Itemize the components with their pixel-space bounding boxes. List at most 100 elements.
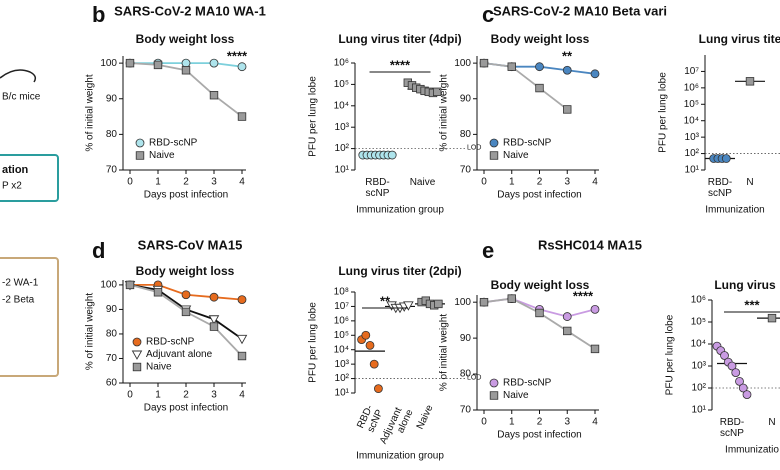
marker — [745, 77, 755, 86]
legend-label: Naive — [149, 150, 175, 161]
fragment: P x2 — [2, 181, 22, 192]
marker — [720, 351, 729, 360]
y-tick-label: 10³ — [685, 132, 700, 143]
y-axis-label: PFU per lung lobe — [665, 314, 676, 395]
marker — [181, 58, 191, 68]
marker — [535, 83, 544, 93]
marker — [590, 69, 600, 79]
marker — [209, 292, 219, 302]
x-tick-label: N — [768, 417, 775, 428]
y-tick-label: 10¹ — [692, 405, 707, 416]
x-tick-label: 1 — [509, 417, 515, 428]
y-tick-label: 10⁶ — [334, 58, 349, 69]
x-axis-label: Immunization group — [356, 451, 444, 462]
y-tick-label: 90 — [460, 93, 472, 104]
subtitle: Body weight loss — [491, 32, 590, 46]
y-tick-label: 10³ — [335, 122, 350, 133]
x-tick-label: Naive — [410, 177, 436, 188]
subtitle: Body weight loss — [491, 278, 590, 292]
marker — [237, 62, 247, 72]
marker — [208, 315, 220, 325]
x-axis-label: Immunizatio — [725, 445, 779, 456]
marker — [209, 90, 219, 100]
marker — [369, 359, 379, 369]
marker — [507, 294, 516, 303]
legend-label: Naive — [503, 390, 529, 401]
marker — [479, 58, 489, 68]
x-tick-label: 4 — [592, 177, 598, 188]
y-tick-label: 10¹ — [335, 388, 350, 399]
x-axis-label: Days post infection — [144, 403, 229, 414]
marker — [434, 299, 443, 309]
marker — [361, 330, 371, 340]
marker — [731, 368, 741, 378]
y-tick-label: 80 — [106, 129, 118, 140]
x-tick-label: RBD-scNP — [720, 417, 744, 439]
x-tick-label: 3 — [564, 177, 570, 188]
y-tick-label: 10³ — [692, 361, 707, 372]
y-tick-label: 10⁷ — [684, 66, 699, 77]
marker — [562, 65, 572, 75]
x-axis-label: Days post infection — [497, 430, 582, 441]
marker — [738, 383, 748, 393]
legend-label: RBD-scNP — [146, 337, 195, 348]
marker — [153, 60, 163, 70]
fragment: -2 Beta — [2, 295, 35, 306]
y-tick-label: 100 — [100, 280, 117, 291]
y-tick-label: 10¹ — [685, 165, 700, 176]
y-tick-label: 10⁵ — [684, 99, 699, 110]
y-tick-label: 10² — [335, 373, 350, 384]
fragment: ation — [2, 164, 29, 176]
y-axis-label: % of initial weight — [85, 74, 96, 151]
x-axis-label: Days post infection — [144, 190, 229, 201]
y-tick-label: 10⁶ — [684, 82, 699, 93]
x-tick-label: 1 — [155, 390, 161, 401]
box — [0, 257, 59, 377]
y-tick-label: 90 — [460, 333, 472, 344]
fragment: -2 WA-1 — [2, 278, 39, 289]
x-tick-label: RBD-scNP — [708, 177, 732, 199]
marker — [209, 58, 219, 68]
marker — [209, 322, 219, 331]
y-axis-label: % of initial weight — [85, 293, 96, 370]
marker — [132, 337, 142, 347]
marker — [590, 344, 600, 354]
y-tick-label: 10⁵ — [334, 330, 349, 341]
y-tick-label: 10² — [335, 143, 350, 154]
y-tick-label: 80 — [106, 329, 118, 340]
x-tick-label: 0 — [127, 177, 133, 188]
y-tick-label: 90 — [106, 304, 118, 315]
marker — [153, 288, 163, 297]
panel-title: SARS-CoV-2 MA10 Beta vari — [493, 3, 667, 18]
x-tick-label: 3 — [211, 390, 217, 401]
x-tick-label: 2 — [537, 177, 543, 188]
subtitle: Body weight loss — [136, 32, 235, 46]
annotation: ** — [562, 48, 573, 63]
legend-label: Naive — [503, 150, 529, 161]
x-tick-label: RBD-scNP — [365, 177, 389, 199]
y-tick-label: 10⁶ — [334, 315, 349, 326]
marker — [181, 307, 191, 317]
y-tick-label: 60 — [106, 378, 118, 389]
y-tick-label: 70 — [460, 405, 472, 416]
y-tick-label: 10⁵ — [334, 79, 349, 90]
marker — [479, 297, 489, 307]
panel-letter: d — [92, 238, 105, 263]
y-tick-label: 80 — [460, 369, 472, 380]
legend-label: RBD-scNP — [503, 138, 552, 149]
subtitle: Lung virus — [714, 278, 776, 292]
y-tick-label: 100 — [100, 58, 117, 69]
marker — [365, 340, 375, 350]
marker — [507, 62, 516, 71]
panel-title: SARS-CoV-2 MA10 WA-1 — [114, 3, 266, 18]
marker — [432, 87, 442, 97]
x-tick-label: 0 — [481, 417, 487, 428]
marker — [721, 154, 731, 163]
x-tick-label: 1 — [155, 177, 161, 188]
x-tick-label: 1 — [509, 177, 515, 188]
y-axis-label: % of initial weight — [439, 314, 450, 391]
y-tick-label: 10⁴ — [684, 115, 699, 126]
mouse-icon — [0, 69, 37, 83]
x-tick-label: Naive — [414, 403, 435, 431]
